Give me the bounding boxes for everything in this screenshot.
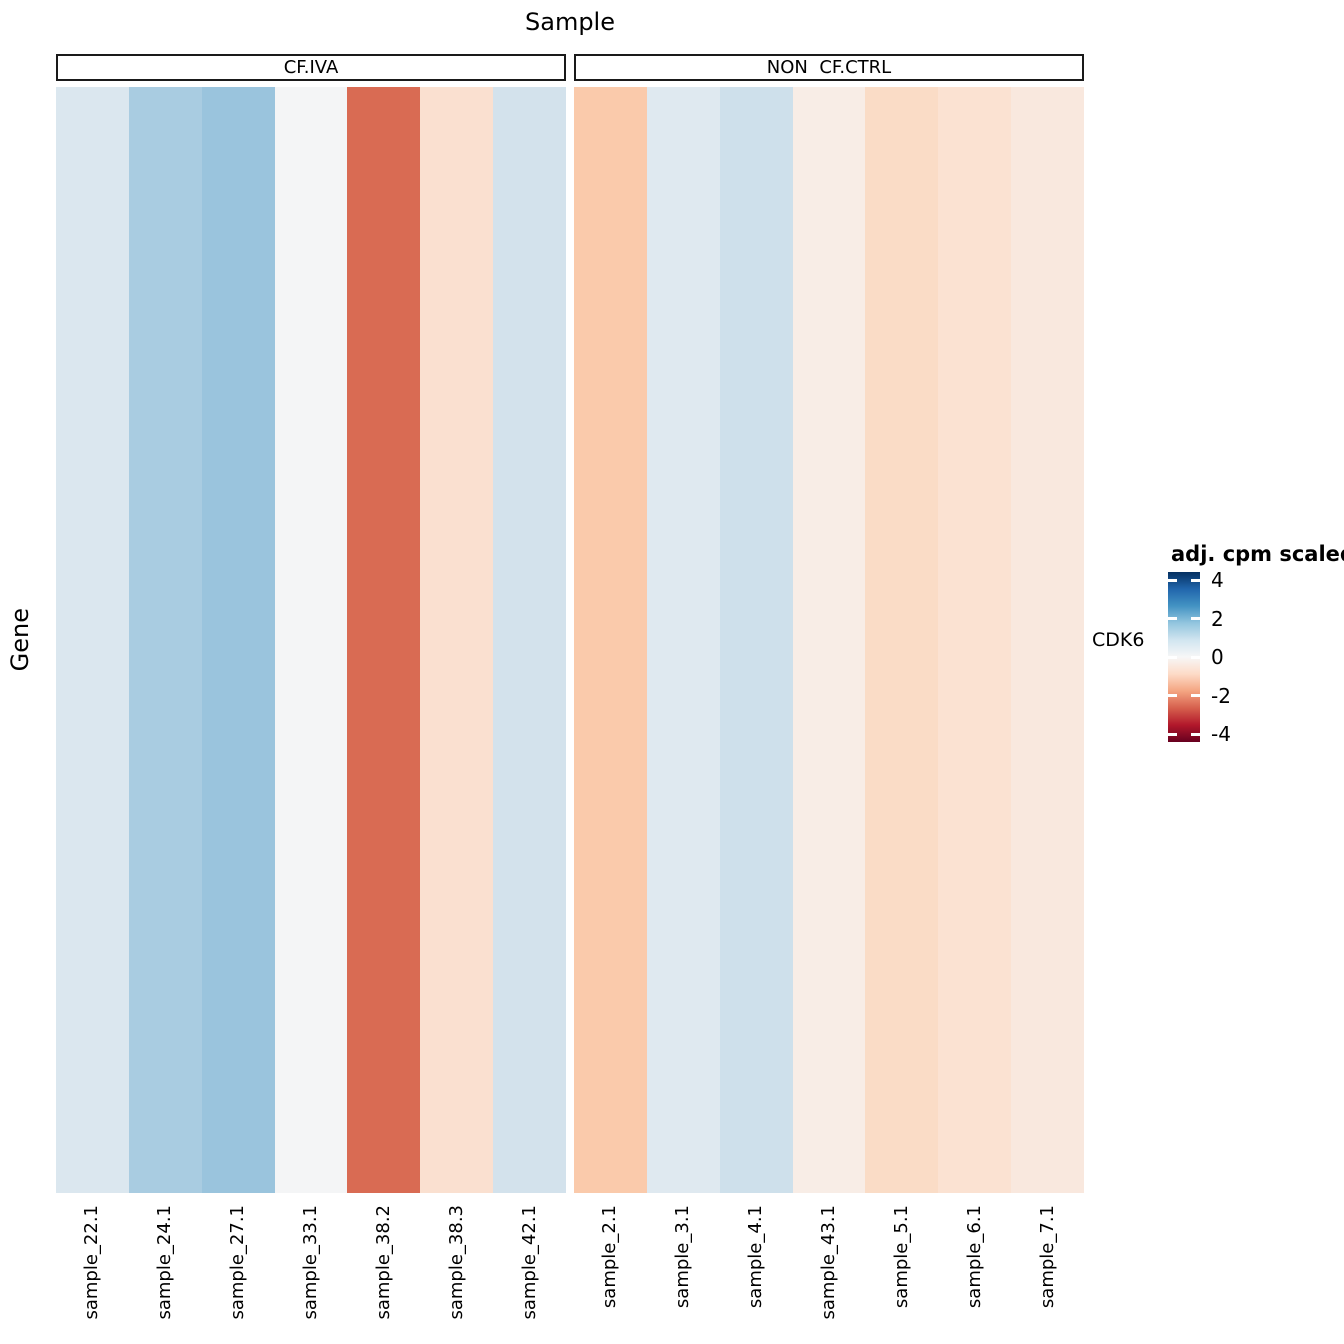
row-label-wrap: CDK6 [1092,87,1144,1193]
heatmap-facet-non-cf-ctrl [574,87,1085,1193]
legend-tick-mark [1191,732,1200,736]
facet-strip-label: CF.IVA [283,57,339,78]
heatmap-cell [56,87,129,1193]
x-axis-label: sample_43.1 [818,1205,839,1320]
x-axis-label: sample_42.1 [518,1205,540,1320]
legend-tick-label: 4 [1211,568,1224,592]
heatmap-cell [128,87,202,1193]
heatmap-cell [574,87,647,1193]
legend-tick-label: 0 [1211,645,1224,669]
x-axis-label: sample_5.1 [890,1205,912,1309]
x-axis-label: sample_27.1 [227,1205,249,1320]
x-axis-label: sample_24.1 [154,1205,176,1320]
facet-strip-label: NON CF.CTRL [766,57,892,78]
heatmap-cell [938,87,1012,1193]
heatmap-cell [347,87,421,1193]
facet-strip-cf-iva: CF.IVA [56,54,566,81]
legend-tick-label: -4 [1211,722,1231,746]
legend-title: adj. cpm scaled [1171,542,1344,566]
x-axis-label: sample_22.1 [81,1205,103,1320]
x-axis-label: sample_38.2 [372,1205,394,1320]
legend-tick-label: 2 [1211,606,1224,631]
x-axis-label: sample_7.1 [1036,1205,1058,1309]
x-axis-label: sample_4.1 [745,1205,767,1309]
y-axis-title-wrap: Gene [6,87,34,1193]
legend-tick-mark [1168,655,1177,659]
heatmap-cell [1011,87,1085,1193]
row-label-cdk6: CDK6 [1092,629,1145,651]
x-axis-label: sample_3.1 [672,1205,694,1309]
legend-tick-mark [1168,732,1177,736]
x-axis-label: sample_38.3 [445,1205,467,1320]
x-axis-label: sample_33.1 [300,1205,321,1320]
legend-tick-label: -2 [1211,683,1231,708]
heatmap-cell [792,87,866,1193]
legend-tick-mark [1168,617,1177,620]
x-axis-label: sample_2.1 [599,1205,621,1309]
heatmap-cell [201,87,275,1193]
legend-tick-mark [1191,578,1200,582]
heatmap-cell [646,87,720,1193]
legend-tick-mark [1191,694,1200,697]
legend-tick-mark [1168,694,1177,697]
legend-tick-mark [1168,578,1177,582]
x-axis-label: sample_6.1 [963,1205,985,1309]
heatmap-cell [493,87,567,1193]
x-axis-title: Sample [525,8,615,36]
heatmap-cell [420,87,494,1193]
legend-tick-mark [1191,617,1200,620]
heatmap-cell [719,87,793,1193]
facet-strip-non-cf-ctrl: NON CF.CTRL [574,54,1084,81]
heatmap-facet-cf-iva [56,87,567,1193]
heatmap-cell [274,87,348,1193]
y-axis-title: Gene [6,608,34,672]
legend-tick-mark [1191,655,1200,659]
heatmap-cell [865,87,939,1193]
